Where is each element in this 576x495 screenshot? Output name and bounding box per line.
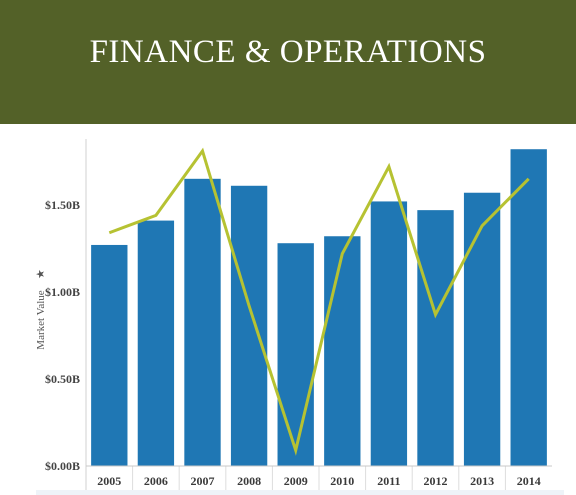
x-tick-labels: 2005 2006 2007 2008 2009 2010 2011 2012 2013 2014 bbox=[97, 466, 541, 492]
bar-2009 bbox=[277, 243, 314, 466]
y-tick-label: $0.50B bbox=[45, 372, 80, 386]
x-tick-2014: 2014 bbox=[517, 474, 541, 488]
series-line bbox=[108, 147, 530, 456]
chart-area: 2005 2006 2007 2008 2009 2010 2011 2012 2013 2014… bbox=[0, 124, 576, 495]
header-banner: FINANCE & OPERATIONS bbox=[0, 0, 576, 124]
page-title: FINANCE & OPERATIONS bbox=[89, 33, 487, 70]
y-tick-labels: $0.00B $0.50B $1.00B $1.50B bbox=[45, 198, 80, 473]
x-tick-2006: 2006 bbox=[144, 474, 168, 488]
footer-strip bbox=[36, 490, 564, 495]
x-tick-2010: 2010 bbox=[330, 474, 354, 488]
bar-2012 bbox=[417, 210, 454, 466]
x-tick-2007: 2007 bbox=[191, 474, 215, 488]
pin-icon: ★ bbox=[34, 269, 47, 279]
x-tick-2011: 2011 bbox=[377, 474, 400, 488]
bar-2006 bbox=[137, 220, 175, 466]
y-tick-label: $1.00B bbox=[45, 285, 80, 299]
x-tick-2008: 2008 bbox=[237, 474, 261, 488]
bar-2007 bbox=[184, 178, 221, 467]
x-tick-2009: 2009 bbox=[284, 474, 308, 488]
x-tick-2013: 2013 bbox=[470, 474, 494, 488]
bar-2013 bbox=[463, 192, 501, 466]
bar-2010 bbox=[324, 236, 361, 466]
bar-2008 bbox=[230, 185, 268, 466]
bar-line-chart: 2005 2006 2007 2008 2009 2010 2011 2012 2013 2014… bbox=[34, 139, 552, 492]
y-tick-label: $1.50B bbox=[45, 198, 80, 212]
bar-2011 bbox=[370, 201, 408, 466]
y-tick-label: $0.00B bbox=[45, 459, 80, 473]
x-tick-2005: 2005 bbox=[97, 474, 121, 488]
bars-group bbox=[91, 149, 547, 467]
bar-2005 bbox=[91, 244, 128, 466]
bar-2014 bbox=[510, 149, 547, 466]
y-axis-label-group: Market Value ★ bbox=[34, 269, 47, 350]
x-tick-2012: 2012 bbox=[424, 474, 448, 488]
y-axis-label: Market Value bbox=[35, 290, 47, 349]
